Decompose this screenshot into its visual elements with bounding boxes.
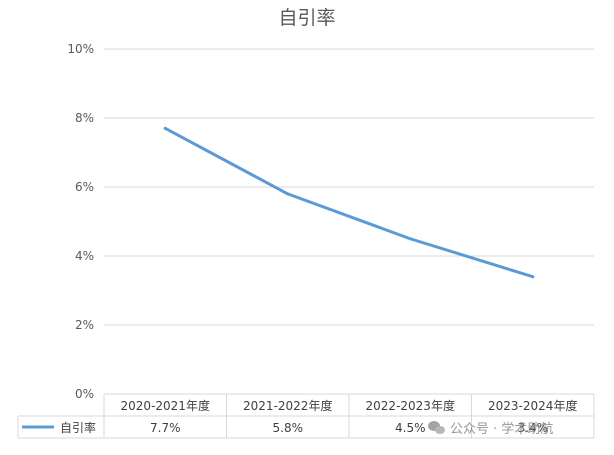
x-category-label: 2020-2021年度 <box>121 398 210 413</box>
data-table-value: 5.8% <box>273 421 304 435</box>
data-point <box>408 237 412 241</box>
y-tick-label: 6% <box>75 180 94 194</box>
wechat-icon <box>428 420 446 435</box>
data-table-value: 7.7% <box>150 421 181 435</box>
y-tick-label: 8% <box>75 111 94 125</box>
x-category-label: 2023-2024年度 <box>488 398 577 413</box>
data-point <box>286 192 290 196</box>
x-category-label: 2021-2022年度 <box>243 398 332 413</box>
series-line <box>163 126 535 279</box>
y-tick-label: 10% <box>67 42 94 56</box>
data-table-value: 3.4% <box>518 421 549 435</box>
chart-title: 自引率 <box>278 7 336 29</box>
data-point <box>163 126 167 130</box>
legend-label: 自引率 <box>60 420 96 435</box>
data-table-value: 4.5% <box>395 421 426 435</box>
y-tick-label: 0% <box>75 387 94 401</box>
x-category-label: 2022-2023年度 <box>366 398 455 413</box>
y-tick-label: 4% <box>75 249 94 263</box>
y-tick-label: 2% <box>75 318 94 332</box>
watermark: 公众号 · 学术助航 <box>428 418 553 437</box>
watermark-text: 公众号 · 学术助航 <box>450 422 554 437</box>
data-point <box>531 275 535 279</box>
